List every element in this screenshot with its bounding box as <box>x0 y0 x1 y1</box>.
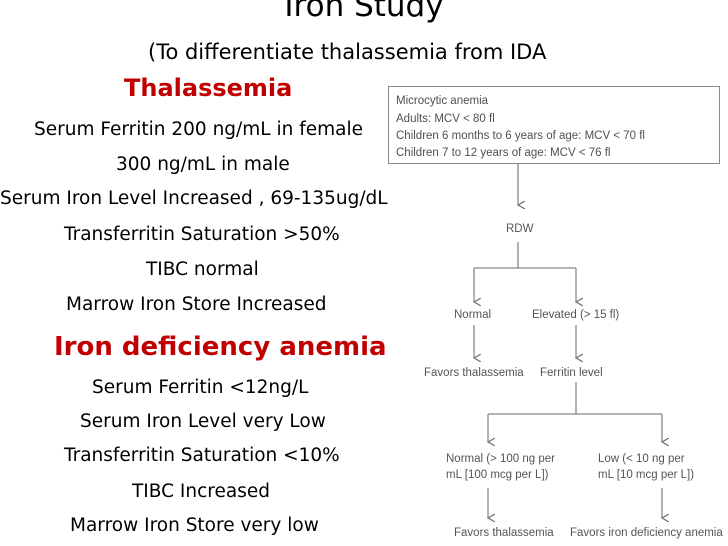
slide-title: Iron Study <box>284 0 444 24</box>
ida-line-1: Serum Ferritin <12ng/L <box>92 377 309 398</box>
normal-label: Normal <box>454 309 492 321</box>
thal-line-3: Serum Iron Level Increased , 69-135ug/dL <box>0 188 388 209</box>
ida-line-5: Marrow Iron Store very low <box>70 515 319 536</box>
favors-thalassemia-label-2: Favors thalassemia <box>454 527 554 539</box>
box-children-older: Children 7 to 12 years of age: MCV < 76 … <box>396 147 611 159</box>
thal-line-4: Transferritin Saturation >50% <box>64 224 340 245</box>
normal-ferritin-label-1: Normal (> 100 ng per <box>446 453 555 465</box>
normal-ferritin-label-2: mL [100 mcg per L]) <box>446 469 549 481</box>
ida-line-2: Serum Iron Level very Low <box>80 411 326 432</box>
box-title: Microcytic anemia <box>396 95 489 107</box>
thalassemia-heading: Thalassemia <box>124 74 293 102</box>
ida-line-4: TIBC Increased <box>132 481 270 502</box>
elevated-label: Elevated (> 15 fl) <box>532 309 620 321</box>
favors-ida-label: Favors iron deficiency anemia <box>570 527 723 539</box>
ida-heading: Iron deficiency anemia <box>54 332 387 362</box>
rdw-label: RDW <box>506 223 534 235</box>
box-adults: Adults: MCV < 80 fl <box>396 113 495 125</box>
thal-line-6: Marrow Iron Store Increased <box>66 294 327 315</box>
low-ferritin-label-1: Low (< 10 ng per <box>598 453 685 465</box>
thal-line-1: Serum Ferritin 200 ng/mL in female <box>34 119 364 140</box>
ida-line-3: Transferritin Saturation <10% <box>64 445 340 466</box>
ferritin-level-label: Ferritin level <box>540 367 603 379</box>
box-children-young: Children 6 months to 6 years of age: MCV… <box>396 130 645 142</box>
favors-thalassemia-label-1: Favors thalassemia <box>424 367 524 379</box>
low-ferritin-label-2: mL [10 mcg per L]) <box>598 469 695 481</box>
thal-line-2: 300 ng/mL in male <box>116 154 290 175</box>
flowchart-connectors <box>380 163 728 546</box>
thal-line-5: TIBC normal <box>146 259 259 280</box>
microcytic-anemia-box: Microcytic anemia Adults: MCV < 80 fl Ch… <box>388 86 720 164</box>
flowchart-figure: Microcytic anemia Adults: MCV < 80 fl Ch… <box>380 80 728 546</box>
slide-subtitle: (To differentiate thalassemia from IDA <box>148 40 547 64</box>
